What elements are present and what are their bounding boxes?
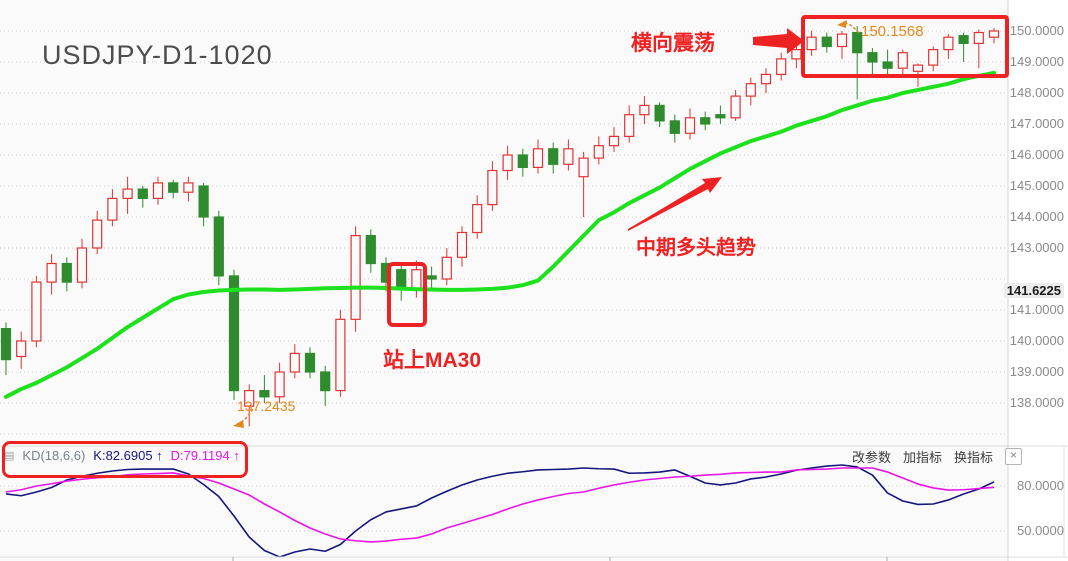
change-params-button[interactable]: 改参数 <box>852 450 892 465</box>
indicator-d-value: D:79.1194 ↑ <box>170 448 240 463</box>
price-axis-label: 150.0000 <box>1009 23 1064 38</box>
indicator-k-value: K:82.6905 ↑ <box>93 448 163 463</box>
high-price-label: 150.1568 <box>861 23 924 40</box>
ma-cross-annotation-label: 站上MA30 <box>383 349 482 372</box>
indicator-toolbar: 改参数 加指标 换指标 × <box>852 447 1023 466</box>
low-price-label: 137.2435 <box>237 398 296 414</box>
price-axis[interactable]: 150.0000 149.0000 148.0000 147.0000 146.0000… <box>1003 0 1068 561</box>
price-axis-label: 140.0000 <box>1009 333 1064 348</box>
close-indicator-button[interactable]: × <box>1005 448 1023 465</box>
kd-annotation-box <box>2 441 248 478</box>
ma-cross-annotation-box <box>387 262 427 327</box>
range-annotation-label: 横向震荡 <box>631 32 715 55</box>
indicator-icon[interactable]: ▤ <box>4 449 15 462</box>
price-axis-label: 146.0000 <box>1009 147 1064 162</box>
trend-annotation-label: 中期多头趋势 <box>636 237 756 259</box>
price-axis-label: 149.0000 <box>1009 54 1064 69</box>
price-axis-label: 144.0000 <box>1009 209 1064 224</box>
price-axis-label: 50.0000 <box>1017 523 1064 538</box>
indicator-name: KD(18,6,6) <box>22 448 86 463</box>
price-axis-label: 147.0000 <box>1009 116 1064 131</box>
chart-title: USDJPY-D1-1020 <box>42 40 273 70</box>
current-price-label: 141.6225 <box>1003 282 1064 298</box>
price-axis-label: 139.0000 <box>1009 364 1064 379</box>
price-axis-label: 80.0000 <box>1017 478 1064 493</box>
indicator-legend: ▤ KD(18,6,6) K:82.6905 ↑ D:79.1194 ↑ <box>4 448 240 463</box>
range-annotation-box <box>801 15 1009 78</box>
price-axis-label: 148.0000 <box>1009 85 1064 100</box>
price-axis-label: 138.0000 <box>1009 395 1064 410</box>
add-indicator-button[interactable]: 加指标 <box>903 450 943 465</box>
price-axis-label: 143.0000 <box>1009 240 1064 255</box>
price-axis-label: 141.0000 <box>1009 302 1064 317</box>
price-axis-label: 145.0000 <box>1009 178 1064 193</box>
switch-indicator-button[interactable]: 换指标 <box>954 450 994 465</box>
